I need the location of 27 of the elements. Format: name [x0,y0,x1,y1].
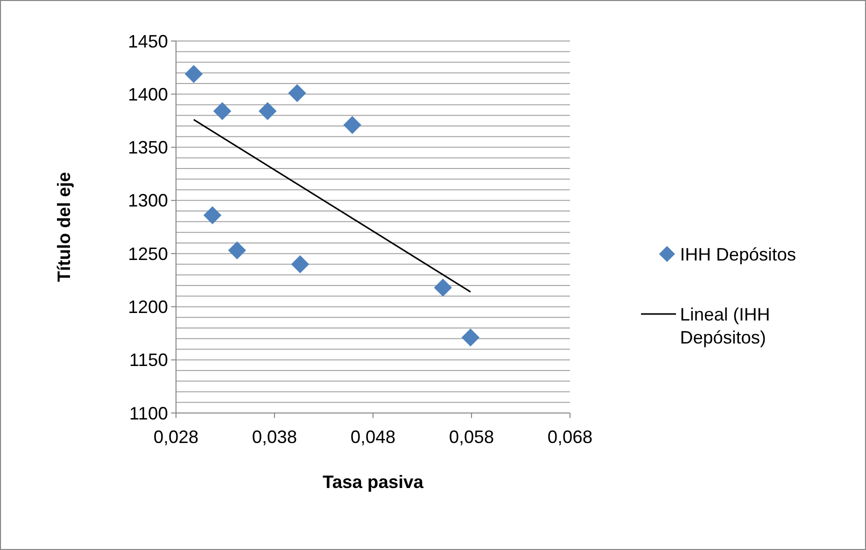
point [462,328,480,347]
x-tick-label: 0,038 [252,427,298,447]
x-tick-label: 0,028 [153,427,199,447]
x-tick-label: 0,048 [350,427,396,447]
y-axis-title: Título del eje [54,172,74,282]
x-axis-title: Tasa pasiva [322,472,424,492]
legend-label: Lineal (IHH Depósitos) [680,304,770,348]
point [213,102,232,120]
y-tick-label: 1150 [129,350,168,370]
point [258,102,277,120]
point [288,84,306,102]
y-tick-label: 1100 [129,403,168,424]
point [343,116,362,134]
point [184,64,203,83]
y-tick-label: 1350 [128,138,168,158]
point [291,255,310,274]
x-tick-label: 0,058 [448,427,494,447]
y-tick-label: 1200 [128,297,168,318]
legend-label: IHH Depósitos [680,244,796,264]
y-tick-label: 1400 [128,84,168,104]
point [434,278,452,297]
point [228,241,246,260]
y-tick-label: 1250 [128,244,168,264]
point [203,206,222,224]
y-tick-label: 1300 [128,190,168,211]
x-tick-label: 0,068 [547,427,593,447]
y-tick-label: 1450 [128,31,168,52]
